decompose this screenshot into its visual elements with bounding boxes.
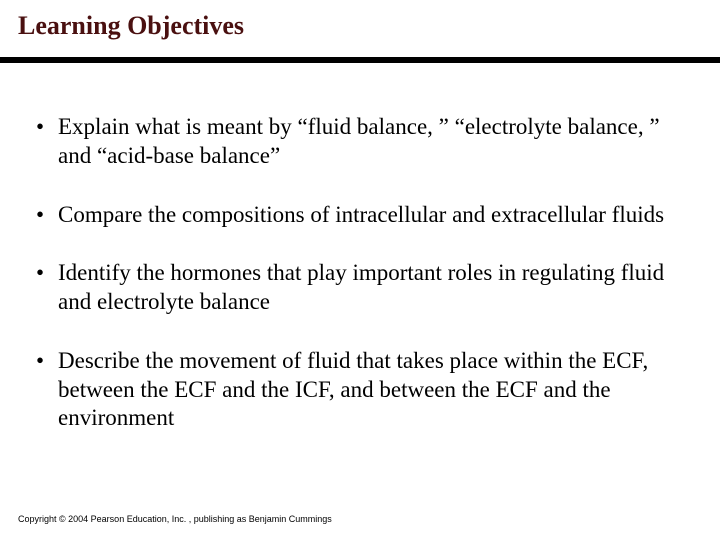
objectives-list: Explain what is meant by “fluid balance,… [30, 113, 690, 433]
title-block: Learning Objectives [0, 0, 720, 41]
list-item: Explain what is meant by “fluid balance,… [30, 113, 690, 171]
list-item: Compare the compositions of intracellula… [30, 201, 690, 230]
content-area: Explain what is meant by “fluid balance,… [0, 63, 720, 433]
copyright-footer: Copyright © 2004 Pearson Education, Inc.… [18, 514, 332, 524]
slide-title: Learning Objectives [18, 10, 720, 41]
list-item: Identify the hormones that play importan… [30, 259, 690, 317]
slide-container: Learning Objectives Explain what is mean… [0, 0, 720, 540]
list-item: Describe the movement of fluid that take… [30, 347, 690, 433]
